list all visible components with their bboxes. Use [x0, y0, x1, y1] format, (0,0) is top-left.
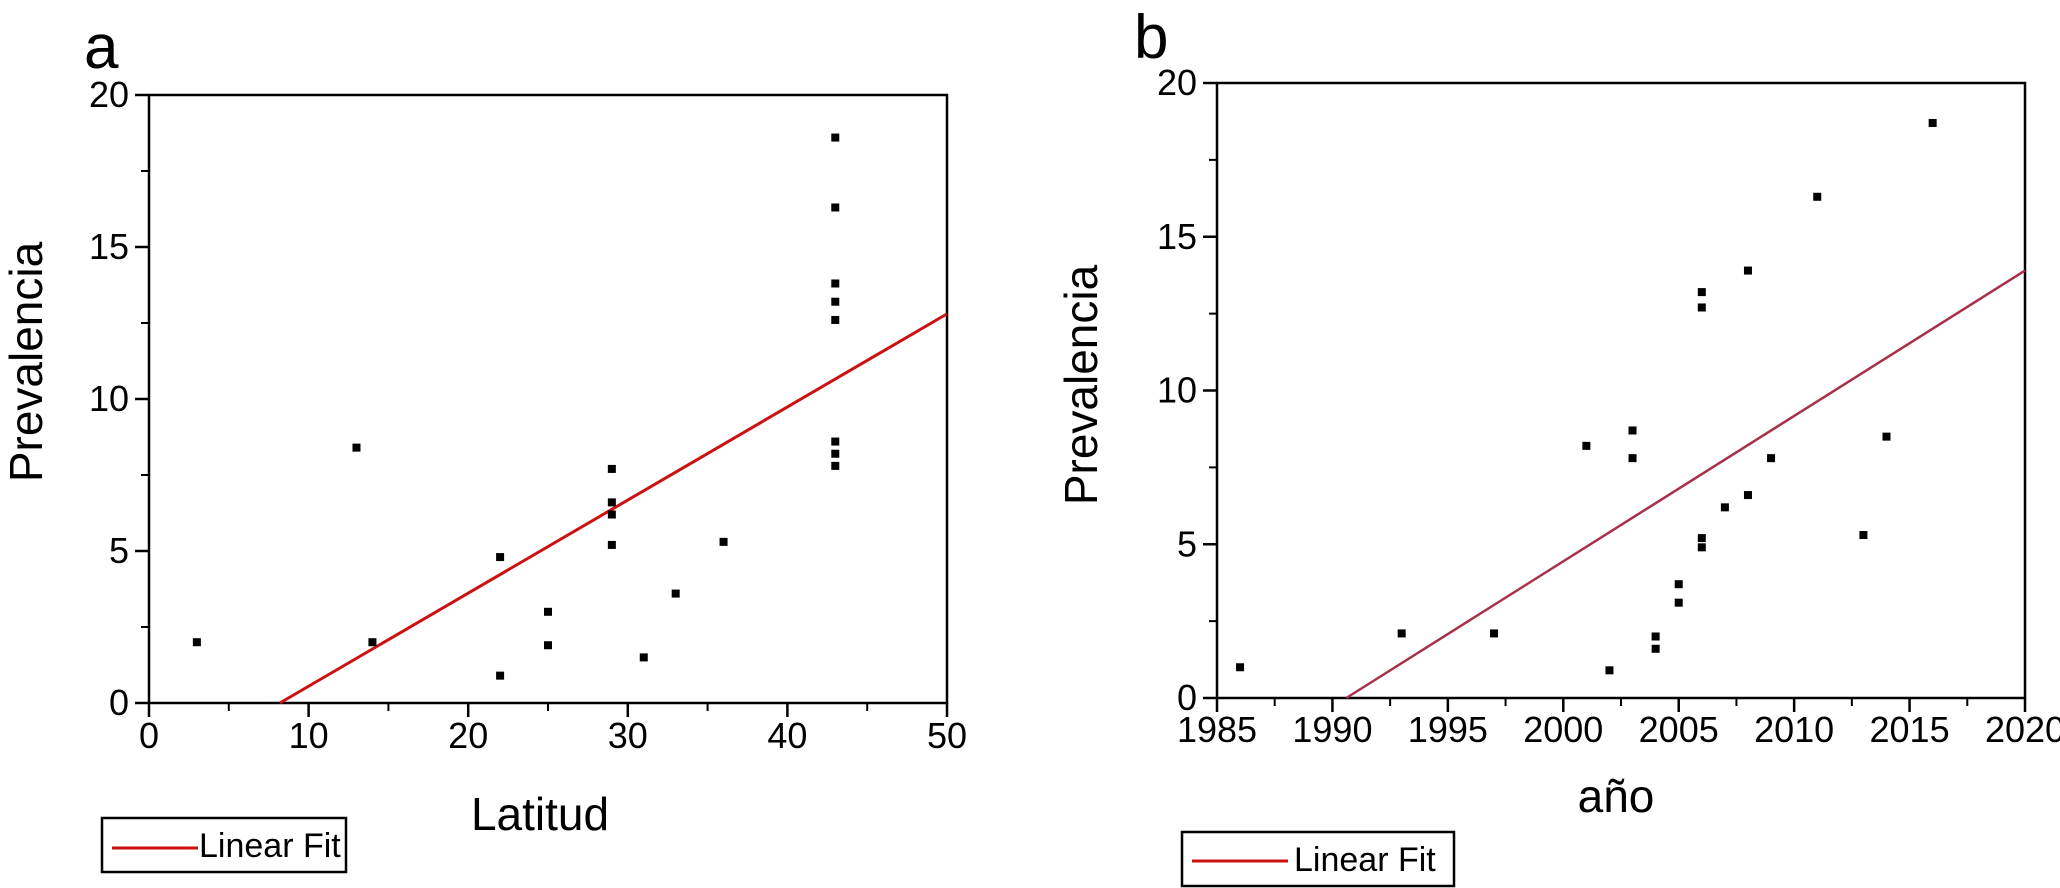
y-tick-label: 5	[1177, 523, 1197, 564]
data-point	[607, 464, 616, 473]
x-tick-label: 40	[767, 715, 807, 756]
data-point	[1859, 531, 1868, 540]
y-tick-label: 10	[89, 378, 129, 419]
panel-b-legend-box	[1180, 830, 1456, 888]
x-tick-label: 20	[448, 715, 488, 756]
panel-b-legend-label: Linear Fit	[1294, 841, 1436, 879]
data-point	[1743, 491, 1752, 500]
data-point	[1490, 629, 1499, 638]
data-point	[1651, 632, 1660, 641]
panel-b-plot-frame	[1215, 81, 2027, 700]
panel-b: b 1985 1990 1995 2000 2005 2010 2015 2020 0 5 10 15…	[1055, 3, 2060, 888]
y-tick-label: 15	[1157, 216, 1197, 257]
data-point	[831, 133, 840, 142]
x-tick-label: 2005	[1639, 709, 1719, 750]
x-tick-label: 2010	[1754, 709, 1834, 750]
panel-a-legend-box	[100, 816, 348, 874]
y-tick-label: 20	[89, 74, 129, 115]
data-point	[352, 443, 361, 452]
data-point	[831, 279, 840, 288]
data-point	[1697, 288, 1706, 297]
linear-fit-line	[279, 312, 948, 705]
data-point	[1697, 534, 1706, 543]
data-point	[831, 437, 840, 446]
data-point	[831, 297, 840, 306]
y-tick-label: 5	[109, 530, 129, 571]
data-point	[1697, 543, 1706, 552]
panel-b-x-axis-label: año	[1578, 770, 1655, 822]
panel-b-legend: Linear Fit	[1180, 830, 1456, 888]
data-point	[831, 461, 840, 470]
data-point	[1628, 426, 1637, 435]
data-point	[1674, 580, 1683, 589]
data-point	[607, 540, 616, 549]
data-point	[496, 553, 505, 562]
x-tick-label: 50	[927, 715, 967, 756]
x-tick-label: 1995	[1408, 709, 1488, 750]
y-tick-label: 0	[109, 682, 129, 723]
data-point	[496, 671, 505, 680]
y-tick-label: 15	[89, 226, 129, 267]
data-point	[1605, 666, 1614, 675]
data-point	[1697, 303, 1706, 312]
data-point	[1743, 266, 1752, 275]
data-point	[368, 638, 377, 647]
panel-b-letter: b	[1134, 3, 1168, 72]
panel-a-letter: a	[84, 13, 119, 82]
x-tick-label: 30	[608, 715, 648, 756]
panel-a: a 0 10 20 30 40 50 0 5 10 15 20 Latitud Prevalenci…	[0, 13, 967, 874]
data-point	[1882, 432, 1891, 441]
data-point	[1397, 629, 1406, 638]
data-point	[1928, 118, 1937, 127]
data-point	[544, 641, 552, 650]
panel-a-points	[192, 133, 840, 680]
x-tick-label: 1990	[1292, 709, 1372, 750]
panel-a-legend: Linear Fit	[100, 816, 348, 874]
panel-a-y-axis-label: Prevalencia	[0, 241, 52, 482]
data-point	[192, 638, 201, 647]
y-tick-label: 20	[1157, 62, 1197, 103]
data-point	[1674, 598, 1683, 607]
data-point	[607, 510, 616, 519]
panel-b-y-axis-label: Prevalencia	[1055, 264, 1107, 505]
panel-a-legend-label: Linear Fit	[199, 827, 341, 865]
panel-a-fit	[279, 312, 948, 705]
x-tick-label: 1985	[1177, 709, 1257, 750]
data-point	[639, 653, 648, 662]
x-tick-label: 10	[289, 715, 329, 756]
panel-b-ticks: 1985 1990 1995 2000 2005 2010 2015 2020 0 5 10 15 20	[1157, 62, 2060, 750]
data-point	[1236, 663, 1245, 672]
x-tick-label: 0	[139, 715, 159, 756]
data-point	[831, 449, 840, 458]
panel-a-ticks: 0 10 20 30 40 50 0 5 10 15 20	[89, 74, 967, 756]
data-point	[1813, 192, 1822, 201]
linear-fit-line	[1345, 269, 2026, 700]
data-point	[544, 607, 552, 616]
data-point	[831, 315, 840, 324]
x-tick-label: 2015	[1870, 709, 1950, 750]
panel-a-x-axis-label: Latitud	[471, 788, 609, 840]
x-tick-label: 2020	[1985, 709, 2060, 750]
data-point	[831, 203, 840, 212]
y-tick-label: 10	[1157, 370, 1197, 411]
data-point	[1628, 454, 1637, 463]
data-point	[607, 498, 616, 507]
data-point	[719, 537, 728, 546]
data-point	[671, 589, 680, 598]
data-point	[1720, 503, 1729, 512]
panel-b-fit	[1345, 269, 2026, 700]
panel-b-points	[1236, 118, 1937, 675]
data-point	[1582, 441, 1591, 450]
y-tick-label: 0	[1177, 677, 1197, 718]
data-point	[1767, 454, 1776, 463]
data-point	[1651, 644, 1660, 653]
x-tick-label: 2000	[1523, 709, 1603, 750]
